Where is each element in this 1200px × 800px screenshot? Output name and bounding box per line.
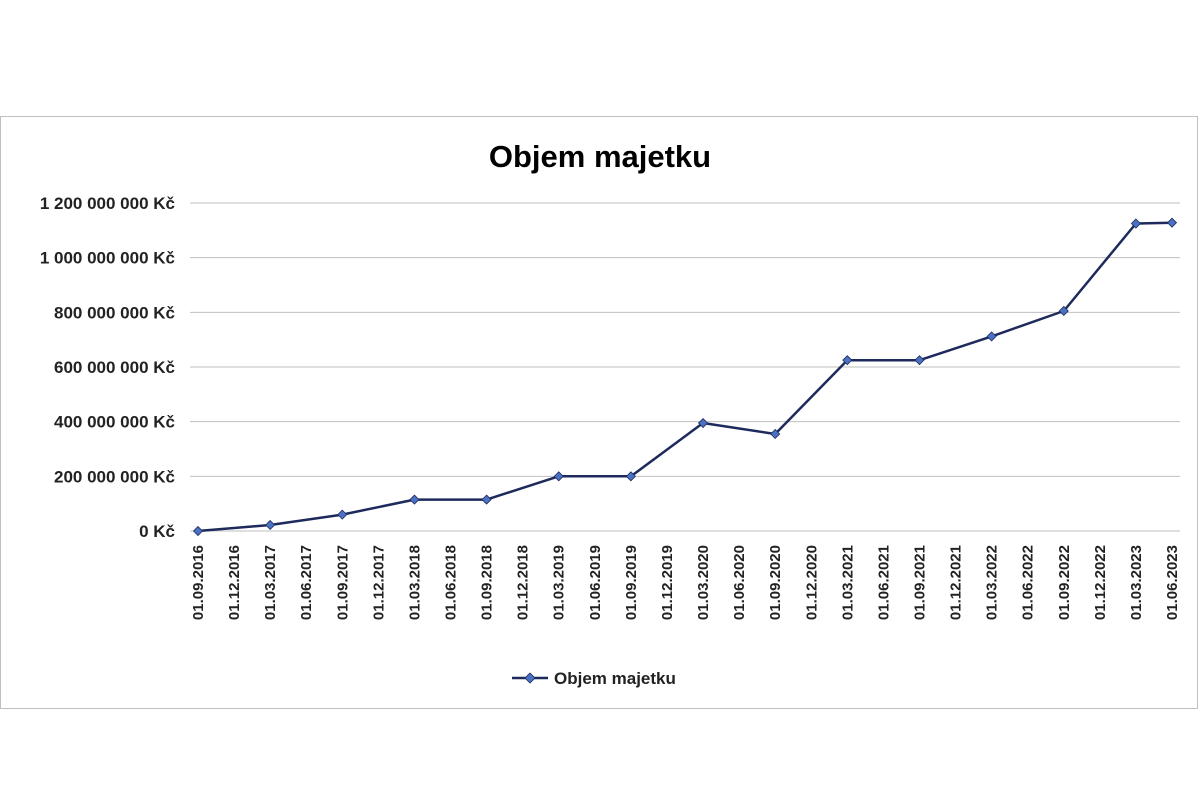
- x-tick-label: 01.12.2017: [370, 545, 387, 620]
- x-tick-label: 01.12.2019: [659, 545, 676, 620]
- x-axis-ticks: 01.09.2016 01.12.2016 01.03.2017 01.06.2017…: [190, 545, 1181, 620]
- y-tick-label: 1 000 000 000 Kč: [40, 249, 175, 268]
- x-tick-label: 01.03.2020: [695, 545, 712, 620]
- y-tick-label: 200 000 000 Kč: [54, 467, 175, 486]
- y-tick-label: 600 000 000 Kč: [54, 358, 175, 377]
- x-tick-label: 01.06.2023: [1164, 545, 1181, 620]
- x-tick-label: 01.06.2022: [1020, 545, 1037, 620]
- data-point: [914, 355, 925, 366]
- x-tick-label: 01.09.2018: [479, 545, 496, 620]
- x-tick-label: 01.06.2017: [298, 545, 315, 620]
- x-tick-label: 01.09.2022: [1056, 545, 1073, 620]
- x-tick-label: 01.06.2020: [731, 545, 748, 620]
- data-point: [697, 417, 709, 429]
- data-point: [553, 471, 564, 482]
- x-tick-label: 01.03.2019: [551, 545, 568, 620]
- data-point: [1130, 218, 1141, 229]
- chart-frame: [0, 116, 1198, 709]
- data-point: [265, 519, 276, 531]
- data-point: [337, 509, 348, 520]
- series-line: [197, 221, 1173, 533]
- data-point: [986, 331, 997, 342]
- x-tick-label: 01.06.2018: [443, 545, 460, 620]
- y-tick-label: 1 200 000 000 Kč: [40, 194, 175, 213]
- gridlines: [190, 202, 1180, 532]
- y-tick-label: 800 000 000 Kč: [54, 303, 175, 322]
- data-point: [770, 428, 781, 440]
- data-point: [625, 471, 636, 482]
- x-tick-label: 01.12.2018: [515, 545, 532, 620]
- x-tick-label: 01.12.2016: [226, 545, 243, 620]
- x-tick-label: 01.03.2018: [406, 545, 423, 620]
- x-tick-label: 01.09.2021: [911, 545, 928, 620]
- x-tick-label: 01.09.2020: [767, 545, 784, 620]
- x-tick-label: 01.12.2021: [948, 545, 965, 620]
- data-point: [842, 355, 853, 366]
- data-point: [1058, 305, 1069, 317]
- chart-title: Objem majetku: [489, 139, 711, 174]
- y-tick-label: 0 Kč: [139, 522, 175, 541]
- x-tick-label: 01.06.2019: [587, 545, 604, 620]
- x-tick-label: 01.06.2021: [875, 545, 892, 620]
- x-tick-label: 01.09.2017: [334, 545, 351, 620]
- x-tick-label: 01.09.2016: [190, 545, 207, 620]
- legend: Objem majetku: [512, 669, 676, 688]
- legend-marker: [524, 672, 536, 684]
- x-tick-label: 01.03.2017: [262, 545, 279, 620]
- y-axis-ticks: 0 Kč 200 000 000 Kč 400 000 000 Kč 600 000 …: [40, 194, 175, 541]
- data-point: [1166, 217, 1178, 228]
- series-objem-majetku: [192, 217, 1178, 537]
- y-tick-label: 400 000 000 Kč: [54, 413, 175, 432]
- x-tick-label: 01.03.2023: [1128, 545, 1145, 620]
- x-tick-label: 01.09.2019: [623, 545, 640, 620]
- x-tick-label: 01.03.2022: [984, 545, 1001, 620]
- data-point: [192, 525, 204, 537]
- x-tick-label: 01.12.2022: [1092, 545, 1109, 620]
- legend-label: Objem majetku: [554, 669, 676, 688]
- data-point: [481, 494, 492, 505]
- x-tick-label: 01.12.2020: [803, 545, 820, 620]
- data-point: [409, 494, 420, 505]
- x-tick-label: 01.03.2021: [839, 545, 856, 620]
